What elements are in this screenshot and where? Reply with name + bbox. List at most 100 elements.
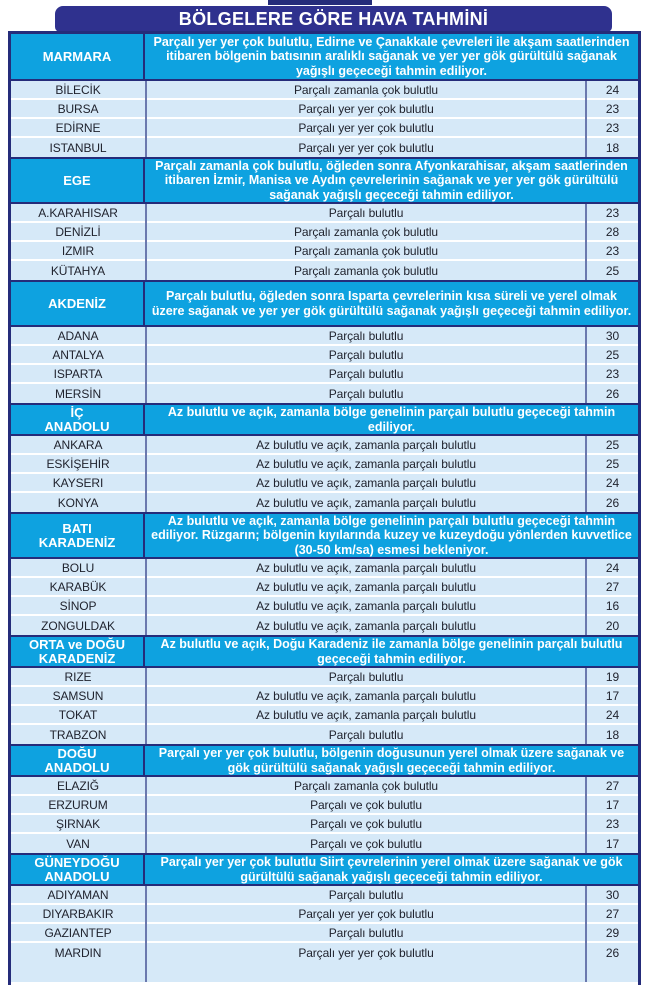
city-name: BİLECİK — [55, 82, 101, 97]
city-temperature: 23 — [605, 101, 620, 116]
city-temperature: 27 — [605, 579, 620, 594]
city-name: GAZIANTEP — [44, 925, 112, 940]
city-name: ESKİŞEHİR — [46, 456, 110, 471]
city-forecast: Parçalı zamanla çok bulutlu — [293, 243, 439, 258]
city-temperature: 17 — [605, 797, 620, 812]
city-temperature: 27 — [605, 778, 620, 793]
table-row: KARABÜK Az bulutlu ve açık, zamanla parça… — [11, 578, 638, 597]
city-name: ANKARA — [53, 437, 103, 452]
city-name: ZONGULDAK — [41, 618, 115, 633]
region-name: DOĞU ANADOLU — [11, 746, 145, 775]
city-forecast: Az bulutlu ve açık, zamanla parçalı bulu… — [256, 475, 476, 490]
city-name: KAYSERI — [52, 475, 104, 490]
city-forecast: Parçalı yer yer çok bulutlu — [298, 945, 434, 960]
city-forecast: Az bulutlu ve açık, zamanla parçalı bulu… — [256, 579, 476, 594]
region-header-row: GÜNEYDOĞU ANADOLU Parçalı yer yer çok bul… — [11, 853, 638, 886]
table-row: RIZE Parçalı bulutlu 19 — [11, 668, 638, 687]
city-temperature: 17 — [605, 836, 620, 851]
table-row: ZONGULDAK Az bulutlu ve açık, zamanla par… — [11, 616, 638, 635]
table-row: TOKAT Az bulutlu ve açık, zamanla parçalı… — [11, 706, 638, 725]
region-city-rows: ADIYAMAN Parçalı bulutlu 30 DIYARBAKIR Parça… — [11, 886, 638, 962]
city-name: SAMSUN — [52, 688, 104, 703]
table-row: KÜTAHYA Parçalı zamanla çok bulutlu 25 — [11, 261, 638, 280]
table-row: ADIYAMAN Parçalı bulutlu 30 — [11, 886, 638, 905]
city-temperature: 18 — [605, 140, 620, 155]
table-row: SİNOP Az bulutlu ve açık, zamanla parçalı… — [11, 597, 638, 616]
city-temperature: 23 — [605, 816, 620, 831]
region-description: Parçalı bulutlu, öğleden sonra Isparta ç… — [151, 289, 632, 318]
region-header-row: BATI KARADENİZ Az bulutlu ve açık, zamanl… — [11, 512, 638, 559]
region-name: AKDENİZ — [11, 282, 145, 325]
region-name: MARMARA — [11, 34, 145, 79]
city-forecast: Parçalı yer yer çok bulutlu — [298, 101, 434, 116]
city-temperature: 23 — [605, 366, 620, 381]
region-city-rows: RIZE Parçalı bulutlu 19 SAMSUN Az bulutlu ve… — [11, 668, 638, 744]
city-forecast: Parçalı zamanla çok bulutlu — [293, 224, 439, 239]
region-header-row: DOĞU ANADOLU Parçalı yer yer çok bulutlu,… — [11, 744, 638, 777]
region-name: ORTA ve DOĞU KARADENİZ — [11, 637, 145, 666]
city-temperature: 18 — [605, 727, 620, 742]
forecast-table: MARMARA Parçalı yer yer çok bulutlu, Edir… — [8, 31, 641, 985]
region-name: GÜNEYDOĞU ANADOLU — [11, 855, 145, 884]
table-row: ELAZIĞ Parçalı zamanla çok bulutlu 27 — [11, 777, 638, 796]
table-row: ŞIRNAK Parçalı ve çok bulutlu 23 — [11, 815, 638, 834]
table-row-empty — [11, 962, 638, 982]
table-row: GAZIANTEP Parçalı bulutlu 29 — [11, 924, 638, 943]
city-temperature: 17 — [605, 688, 620, 703]
region-description: Az bulutlu ve açık, zamanla bölge geneli… — [151, 513, 632, 557]
city-temperature: 23 — [605, 120, 620, 135]
region-city-rows: ADANA Parçalı bulutlu 30 ANTALYA Parçalı bul… — [11, 327, 638, 403]
city-forecast: Parçalı bulutlu — [328, 347, 404, 362]
city-name: ISTANBUL — [49, 140, 107, 155]
table-row: BOLU Az bulutlu ve açık, zamanla parçalı … — [11, 559, 638, 578]
table-row: ESKİŞEHİR Az bulutlu ve açık, zamanla par… — [11, 455, 638, 474]
city-temperature: 29 — [605, 925, 620, 940]
city-forecast: Parçalı ve çok bulutlu — [310, 797, 422, 812]
city-name: ANTALYA — [52, 347, 104, 362]
top-edge-fragment — [268, 0, 372, 5]
city-temperature: 25 — [605, 437, 620, 452]
region-city-rows: BOLU Az bulutlu ve açık, zamanla parçalı … — [11, 559, 638, 635]
city-forecast: Parçalı bulutlu — [328, 386, 404, 401]
region-name: İÇ ANADOLU — [11, 405, 145, 434]
city-name: EDİRNE — [55, 120, 101, 135]
city-temperature: 23 — [605, 205, 620, 220]
city-forecast: Parçalı bulutlu — [328, 887, 404, 902]
city-name: DIYARBAKIR — [42, 906, 114, 921]
city-temperature: 26 — [605, 386, 620, 401]
city-forecast: Parçalı bulutlu — [328, 727, 404, 742]
region-description: Parçalı yer yer çok bulutlu Siirt çevrel… — [160, 855, 623, 884]
page-title-bar: BÖLGELERE GÖRE HAVA TAHMİNİ — [55, 6, 612, 32]
city-temperature: 16 — [605, 598, 620, 613]
city-forecast: Parçalı zamanla çok bulutlu — [293, 778, 439, 793]
city-forecast: Az bulutlu ve açık, zamanla parçalı bulu… — [256, 456, 476, 471]
table-row: ANTALYA Parçalı bulutlu 25 — [11, 346, 638, 365]
city-temperature: 30 — [605, 887, 620, 902]
region-header-row: MARMARA Parçalı yer yer çok bulutlu, Edir… — [11, 34, 638, 81]
city-name: TOKAT — [58, 707, 98, 722]
city-name: DENİZLİ — [55, 224, 101, 239]
region-description: Parçalı yer yer çok bulutlu, Edirne ve Ç… — [153, 34, 630, 78]
table-row: VAN Parçalı ve çok bulutlu 17 — [11, 834, 638, 853]
table-row: ISPARTA Parçalı bulutlu 23 — [11, 365, 638, 384]
city-forecast: Az bulutlu ve açık, zamanla parçalı bulu… — [256, 688, 476, 703]
city-temperature: 30 — [605, 328, 620, 343]
table-row: BİLECİK Parçalı zamanla çok bulutlu 24 — [11, 81, 638, 100]
table-row: DIYARBAKIR Parçalı yer yer çok bulutlu 27 — [11, 905, 638, 924]
city-temperature: 28 — [605, 224, 620, 239]
city-name: ISPARTA — [53, 366, 103, 381]
city-forecast: Az bulutlu ve açık, zamanla parçalı bulu… — [256, 618, 476, 633]
city-forecast: Parçalı yer yer çok bulutlu — [298, 120, 434, 135]
city-forecast: Az bulutlu ve açık, zamanla parçalı bulu… — [256, 598, 476, 613]
city-forecast: Parçalı yer yer çok bulutlu — [298, 140, 434, 155]
table-row: MARDIN Parçalı yer yer çok bulutlu 26 — [11, 943, 638, 962]
city-name: BOLU — [61, 560, 95, 575]
table-row: TRABZON Parçalı bulutlu 18 — [11, 725, 638, 744]
city-name: BURSA — [57, 101, 99, 116]
city-forecast: Az bulutlu ve açık, zamanla parçalı bulu… — [256, 560, 476, 575]
table-row: MERSİN Parçalı bulutlu 26 — [11, 384, 638, 403]
city-forecast: Parçalı bulutlu — [328, 925, 404, 940]
city-temperature: 26 — [605, 495, 620, 510]
city-forecast: Parçalı bulutlu — [328, 328, 404, 343]
